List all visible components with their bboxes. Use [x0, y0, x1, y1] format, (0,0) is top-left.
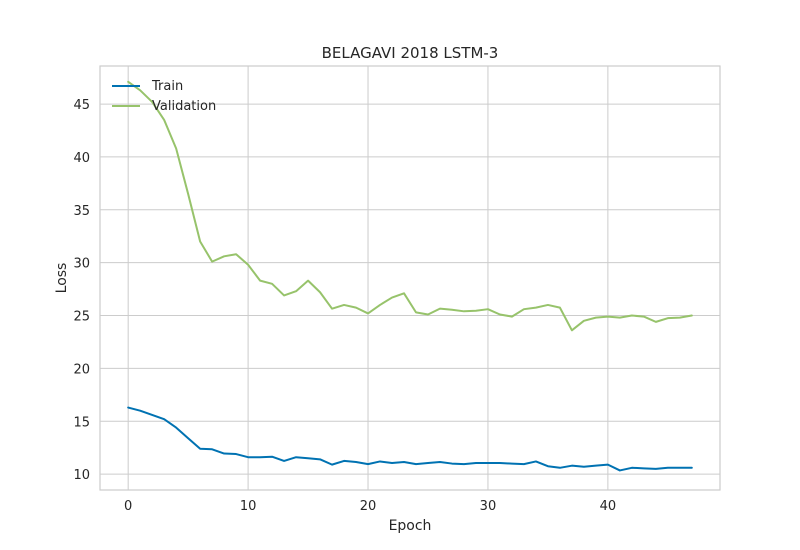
x-gridlines: [127, 66, 609, 490]
x-tick-label: 30: [480, 499, 497, 514]
legend: Train Validation: [112, 79, 216, 114]
x-axis-label: Epoch: [389, 518, 432, 534]
y-tick-label: 25: [73, 310, 90, 325]
y-tick-label: 35: [73, 204, 90, 219]
chart-title: BELAGAVI 2018 LSTM-3: [322, 44, 499, 62]
y-tick-label: 10: [73, 468, 90, 483]
y-axis-label: Loss: [54, 263, 70, 294]
y-tick-label: 40: [73, 151, 90, 166]
series-line-train: [127, 406, 693, 472]
plot-area: [100, 66, 720, 490]
legend-label-train: Train: [151, 79, 183, 94]
x-tick-label: 20: [360, 499, 377, 514]
series-layer: [127, 80, 693, 472]
plot-frame: [99, 65, 721, 491]
y-tick-labels: 10 15 20 25 30 35 40 45: [73, 98, 90, 483]
legend-label-validation: Validation: [152, 99, 216, 114]
y-gridlines: [100, 103, 720, 475]
y-tick-label: 20: [73, 362, 90, 377]
y-tick-label: 15: [73, 415, 90, 430]
series-line-validation: [127, 80, 693, 332]
y-tick-label: 45: [73, 98, 90, 113]
x-tick-label: 0: [124, 499, 132, 514]
x-tick-label: 40: [600, 499, 617, 514]
y-tick-label: 30: [73, 257, 90, 272]
x-tick-label: 10: [240, 499, 257, 514]
x-tick-labels: 0 10 20 30 40: [124, 499, 616, 514]
